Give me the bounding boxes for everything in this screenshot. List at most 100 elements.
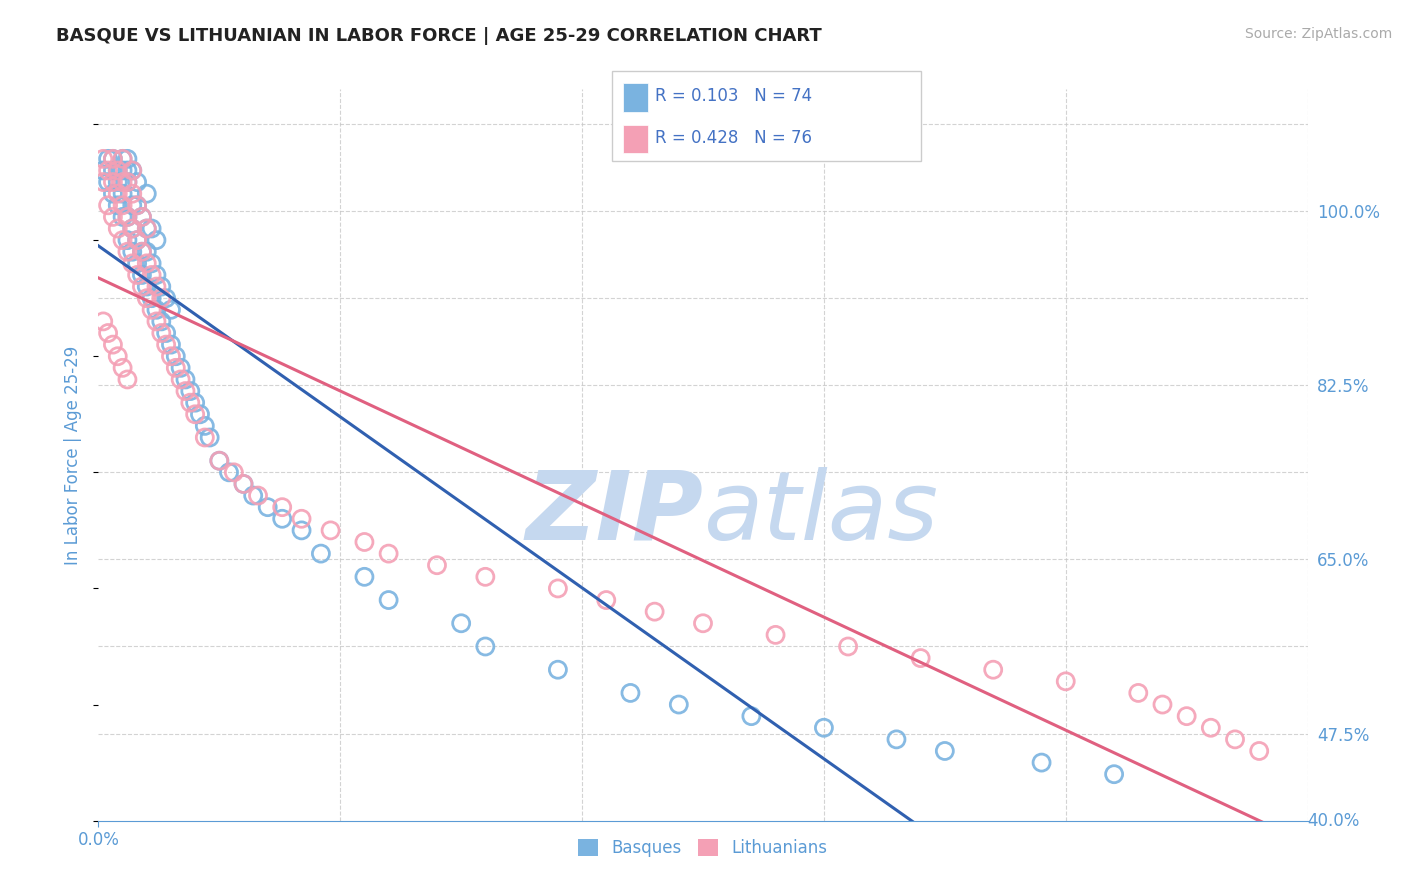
Point <box>111 175 134 189</box>
Point <box>107 198 129 212</box>
Point <box>117 372 139 386</box>
Point <box>145 302 167 317</box>
Point <box>232 477 254 491</box>
Point <box>141 221 163 235</box>
Point <box>111 186 134 201</box>
Point <box>1031 756 1053 770</box>
Point <box>155 291 177 305</box>
Point <box>290 512 312 526</box>
Point <box>319 524 342 538</box>
Point <box>91 314 114 328</box>
Point <box>165 349 187 363</box>
Point <box>97 326 120 340</box>
Point <box>91 163 114 178</box>
Point <box>150 326 173 340</box>
Point <box>547 582 569 596</box>
Point <box>377 593 399 607</box>
Point <box>547 663 569 677</box>
Point <box>174 372 197 386</box>
Point <box>184 395 207 409</box>
Point <box>121 198 143 212</box>
Point <box>135 291 157 305</box>
Point <box>247 489 270 503</box>
Point <box>111 360 134 375</box>
Point <box>910 651 932 665</box>
Point <box>117 175 139 189</box>
Point <box>353 570 375 584</box>
Text: 40.0%: 40.0% <box>1308 812 1360 830</box>
Point <box>121 163 143 178</box>
Point <box>179 384 201 398</box>
Point <box>426 558 449 573</box>
Point <box>145 233 167 247</box>
Point <box>353 535 375 549</box>
Point <box>740 709 762 723</box>
Point <box>242 489 264 503</box>
Point <box>91 175 114 189</box>
Point <box>121 186 143 201</box>
Point <box>135 186 157 201</box>
Point <box>107 186 129 201</box>
Point <box>135 256 157 270</box>
Point <box>107 221 129 235</box>
Point <box>97 163 120 178</box>
Point <box>886 732 908 747</box>
Point <box>141 291 163 305</box>
Point <box>121 244 143 259</box>
Point <box>169 372 191 386</box>
Text: Source: ZipAtlas.com: Source: ZipAtlas.com <box>1244 27 1392 41</box>
Point <box>619 686 641 700</box>
Point <box>450 616 472 631</box>
Point <box>1152 698 1174 712</box>
Point <box>117 210 139 224</box>
Point <box>111 152 134 166</box>
Point <box>101 152 124 166</box>
Point <box>290 524 312 538</box>
Point <box>169 360 191 375</box>
Point <box>184 407 207 421</box>
Point <box>474 570 496 584</box>
Text: R = 0.428   N = 76: R = 0.428 N = 76 <box>655 129 813 147</box>
Point <box>121 256 143 270</box>
Point <box>208 454 231 468</box>
Y-axis label: In Labor Force | Age 25-29: In Labor Force | Age 25-29 <box>65 345 83 565</box>
Point <box>208 454 231 468</box>
Point <box>155 326 177 340</box>
Point <box>155 337 177 351</box>
Point <box>474 640 496 654</box>
Point <box>981 663 1004 677</box>
Point <box>160 349 183 363</box>
Point <box>121 221 143 235</box>
Point <box>644 605 666 619</box>
Point <box>127 198 149 212</box>
Point <box>198 430 221 444</box>
Point <box>135 221 157 235</box>
Point <box>141 302 163 317</box>
Point <box>377 547 399 561</box>
Point <box>127 233 149 247</box>
Point <box>101 163 124 178</box>
Point <box>309 547 332 561</box>
Point <box>1175 709 1198 723</box>
Point <box>107 349 129 363</box>
Point <box>127 233 149 247</box>
Point <box>131 268 153 282</box>
Point <box>127 268 149 282</box>
Point <box>127 198 149 212</box>
Point <box>145 314 167 328</box>
Point <box>111 210 134 224</box>
Point <box>271 500 294 515</box>
Point <box>135 221 157 235</box>
Point <box>150 279 173 293</box>
Point <box>179 395 201 409</box>
Point <box>101 175 124 189</box>
Point <box>131 210 153 224</box>
Point <box>150 314 173 328</box>
Point <box>160 337 183 351</box>
Point <box>271 512 294 526</box>
Point <box>131 210 153 224</box>
Point <box>194 418 217 433</box>
Point <box>194 430 217 444</box>
Point <box>101 210 124 224</box>
Point <box>1249 744 1271 758</box>
